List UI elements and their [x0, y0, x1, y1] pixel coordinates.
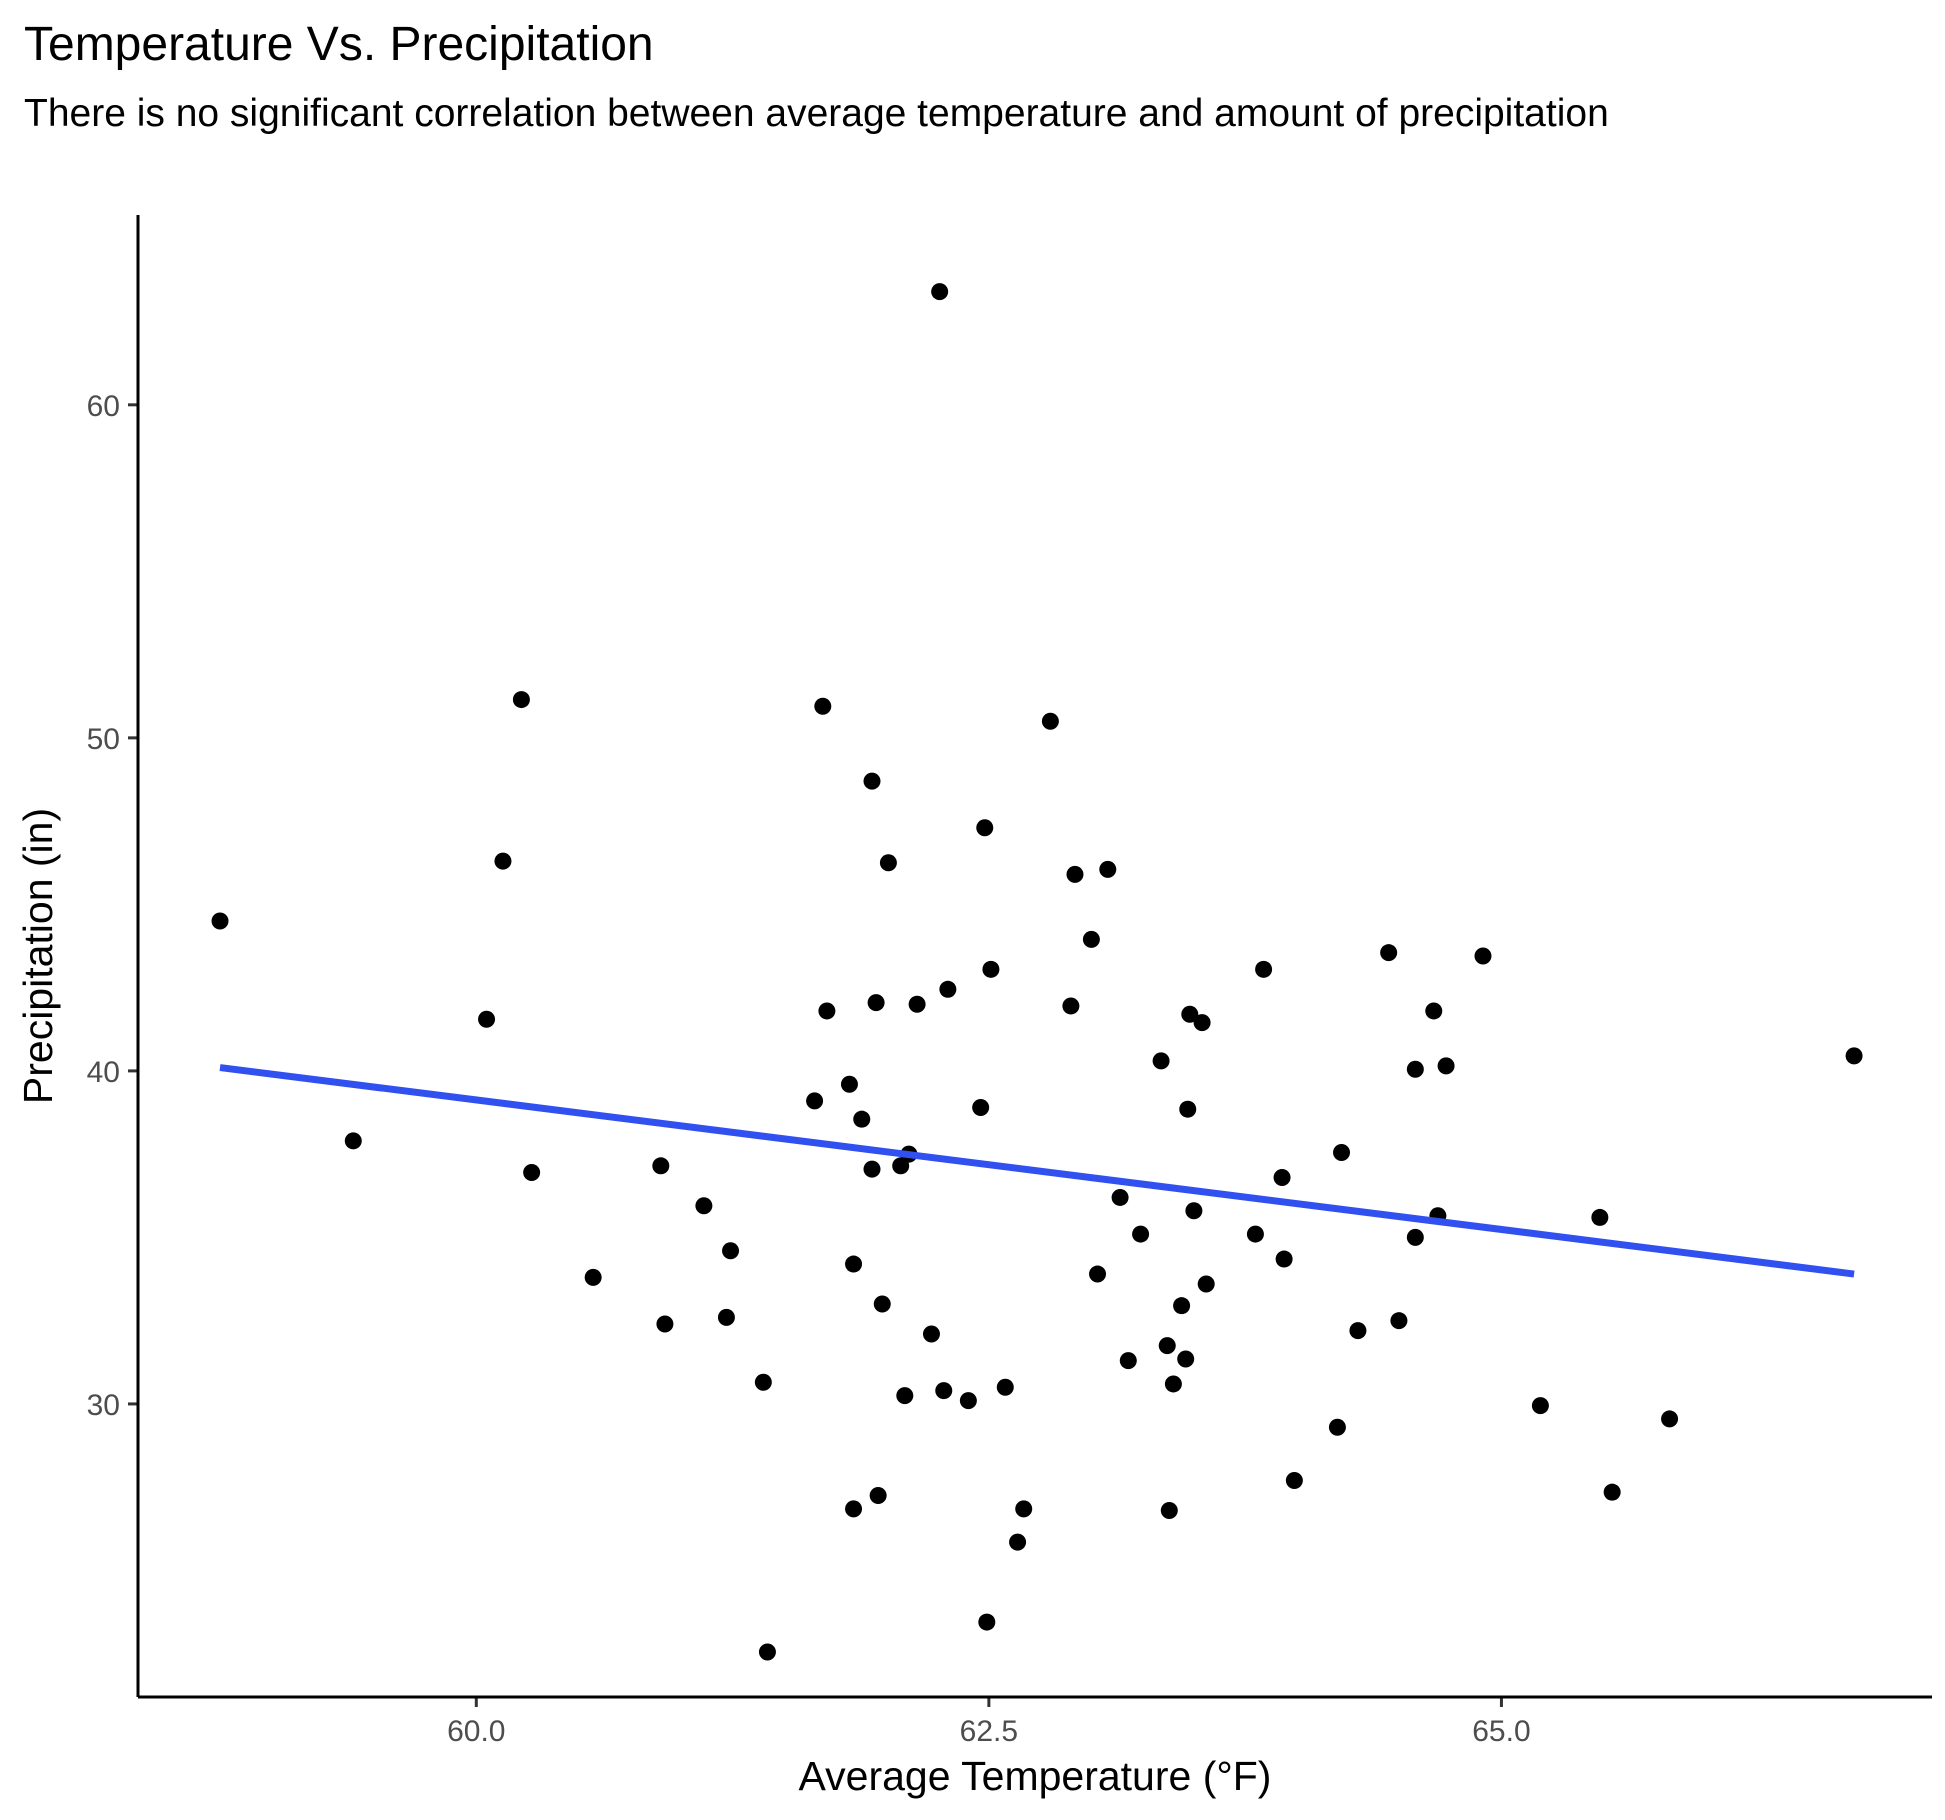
data-point — [1591, 1208, 1609, 1226]
data-point — [845, 1500, 863, 1518]
data-point — [814, 697, 832, 715]
chart-subtitle: There is no significant correlation betw… — [24, 92, 1609, 135]
data-point — [1425, 1002, 1443, 1020]
data-point — [1246, 1225, 1264, 1243]
data-point — [931, 283, 949, 301]
x-tick-label: 60.0 — [447, 1715, 505, 1748]
data-point — [695, 1197, 713, 1215]
data-point — [1164, 1375, 1182, 1393]
data-point — [722, 1242, 740, 1260]
y-tick-label: 50 — [87, 723, 120, 756]
data-point — [1531, 1397, 1549, 1415]
data-point — [959, 1392, 977, 1410]
data-point — [879, 854, 897, 872]
data-point — [867, 994, 885, 1012]
data-point — [1158, 1337, 1176, 1355]
y-axis-ticks: 30 40 50 60 — [87, 390, 138, 1422]
data-point — [1661, 1410, 1679, 1428]
data-point — [976, 819, 994, 837]
data-point — [1181, 1005, 1199, 1023]
x-tick-label: 62.5 — [960, 1715, 1018, 1748]
data-point — [1328, 1418, 1346, 1436]
data-point — [1111, 1188, 1129, 1206]
data-point — [806, 1092, 824, 1110]
y-tick-label: 30 — [87, 1389, 120, 1422]
data-point — [1474, 947, 1492, 965]
trend-line — [219, 1064, 1855, 1278]
data-point — [584, 1268, 602, 1286]
data-point — [1193, 1014, 1211, 1032]
data-point — [869, 1487, 887, 1505]
data-point — [1437, 1057, 1455, 1075]
data-point — [939, 980, 957, 998]
data-point — [1152, 1052, 1170, 1070]
data-point — [873, 1295, 891, 1313]
data-point — [1406, 1060, 1424, 1078]
data-point — [512, 691, 530, 709]
data-point — [1173, 1297, 1191, 1315]
data-point — [758, 1643, 776, 1661]
data-point — [1185, 1202, 1203, 1220]
data-point — [478, 1010, 496, 1028]
chart-title: Temperature Vs. Precipitation — [24, 18, 654, 71]
data-point — [853, 1110, 871, 1128]
data-point — [982, 960, 1000, 978]
data-points — [211, 283, 1863, 1661]
data-point — [863, 1160, 881, 1178]
data-point — [972, 1099, 990, 1117]
data-point — [1845, 1047, 1863, 1065]
data-point — [840, 1075, 858, 1093]
x-axis-ticks: 60.0 62.5 65.0 — [447, 1697, 1531, 1748]
data-point — [908, 995, 926, 1013]
data-point — [1089, 1265, 1107, 1283]
data-point — [1009, 1533, 1027, 1551]
data-point — [344, 1132, 362, 1150]
y-axis-title: Precipitation (in) — [15, 808, 61, 1104]
data-point — [1285, 1472, 1303, 1490]
data-point — [652, 1157, 670, 1175]
data-point — [494, 852, 512, 870]
data-point — [523, 1163, 541, 1181]
data-point — [1197, 1275, 1215, 1293]
data-point — [1041, 712, 1059, 730]
data-point — [996, 1378, 1014, 1396]
data-point — [1255, 960, 1273, 978]
data-point — [922, 1325, 940, 1343]
data-point — [1349, 1322, 1367, 1340]
data-point — [845, 1255, 863, 1273]
data-point — [1066, 865, 1084, 883]
y-tick-label: 60 — [87, 390, 120, 423]
data-point — [211, 912, 229, 930]
data-point — [1015, 1500, 1033, 1518]
data-point — [1273, 1168, 1291, 1186]
data-point — [1160, 1502, 1178, 1520]
data-point — [717, 1308, 735, 1326]
x-axis-title: Average Temperature (°F) — [799, 1753, 1272, 1799]
data-point — [1082, 930, 1100, 948]
data-point — [935, 1382, 953, 1400]
data-point — [818, 1002, 836, 1020]
data-point — [1132, 1225, 1150, 1243]
data-point — [863, 772, 881, 790]
data-point — [1119, 1352, 1137, 1370]
data-point — [1179, 1100, 1197, 1118]
data-point — [1603, 1483, 1621, 1501]
data-point — [978, 1613, 996, 1631]
data-point — [656, 1315, 674, 1333]
data-point — [1062, 997, 1080, 1015]
data-point — [1380, 944, 1398, 962]
data-point — [1333, 1143, 1351, 1161]
x-tick-label: 65.0 — [1472, 1715, 1530, 1748]
data-point — [1275, 1250, 1293, 1268]
data-point — [896, 1387, 914, 1405]
data-point — [1177, 1350, 1195, 1368]
data-point — [754, 1373, 772, 1391]
data-point — [1099, 860, 1117, 878]
y-tick-label: 40 — [87, 1056, 120, 1089]
data-point — [1406, 1228, 1424, 1246]
data-point — [1390, 1312, 1408, 1330]
